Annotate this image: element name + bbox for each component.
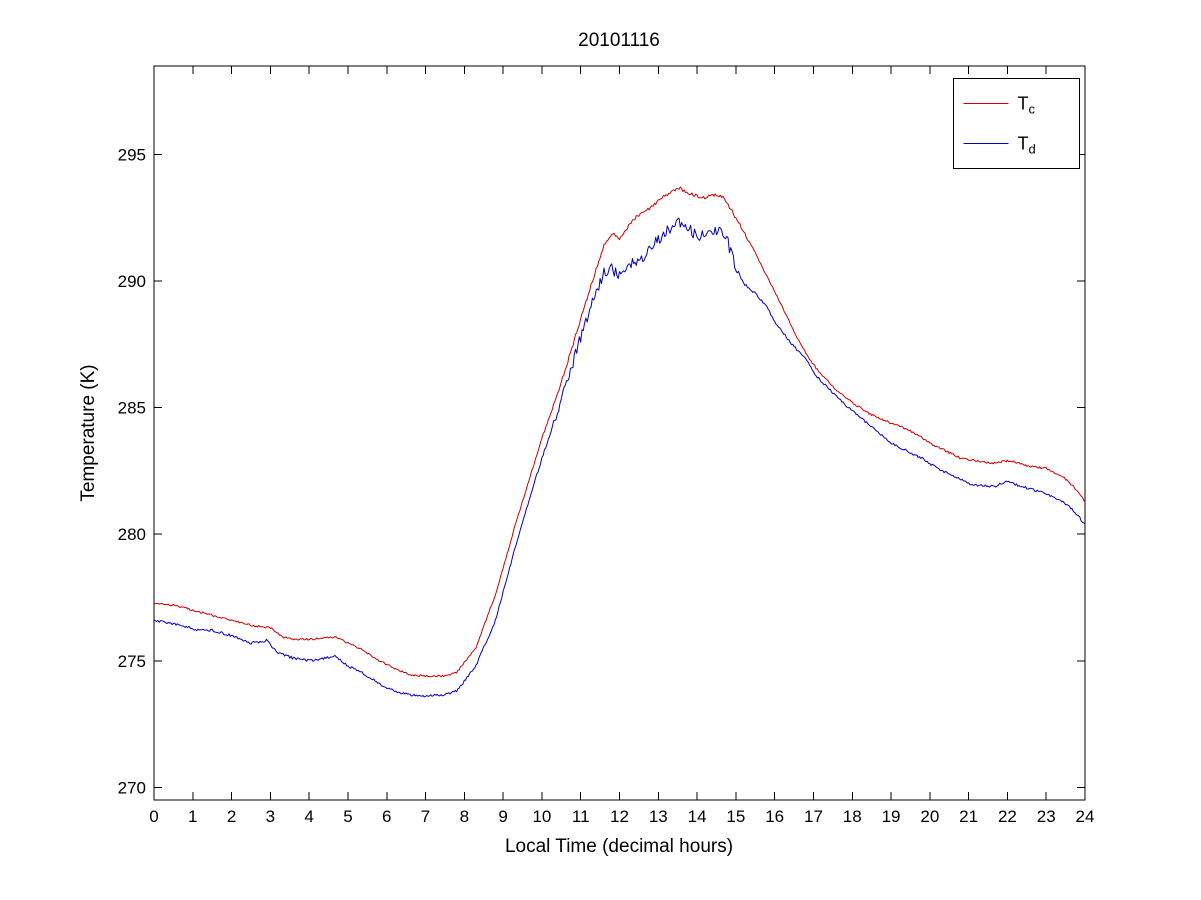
x-tick-label: 9 (498, 807, 507, 826)
axes: 0 1 2 3 4 5 6 7 8 9 10 11 12 13 14 15 16 17 18 19 20 21 22 23 24… (118, 65, 1095, 826)
y-tick-label: 290 (118, 272, 146, 291)
x-tick-label: 20 (920, 807, 939, 826)
chart-title: 20101116 (578, 30, 660, 51)
x-tick-label: 21 (959, 807, 978, 826)
axes-box (153, 65, 1086, 801)
x-tick-label: 4 (304, 807, 313, 826)
y-tick-label: 295 (118, 146, 146, 165)
x-tick-label: 24 (1076, 807, 1095, 826)
x-tick-label: 6 (382, 807, 391, 826)
x-tick-label: 14 (688, 807, 707, 826)
x-tick-label: 17 (804, 807, 823, 826)
x-tick-label: 18 (843, 807, 862, 826)
y-tick-label: 280 (118, 525, 146, 544)
x-tick-label: 8 (460, 807, 469, 826)
x-tick-label: 3 (266, 807, 275, 826)
x-tick-label: 23 (1037, 807, 1056, 826)
x-tick-label: 13 (649, 807, 668, 826)
x-axis-label: Local Time (decimal hours) (505, 836, 733, 857)
legend-label: Tc (1018, 94, 1036, 117)
y-tick-label: 270 (118, 778, 146, 797)
legend: Tc Td (953, 78, 1080, 169)
legend-label: Td (1018, 134, 1036, 157)
legend-box (953, 78, 1080, 169)
x-tick-label: 1 (188, 807, 197, 826)
x-tick-label: 12 (610, 807, 629, 826)
y-axis-label: Temperature (K) (78, 364, 99, 501)
x-tick-label: 10 (532, 807, 551, 826)
y-tick-label: 285 (118, 399, 146, 418)
x-tick-label: 11 (572, 807, 590, 826)
series-Td-line (153, 217, 1086, 698)
x-tick-label: 7 (421, 807, 430, 826)
series (153, 186, 1086, 698)
x-tick-label: 15 (726, 807, 745, 826)
x-tick-label: 2 (227, 807, 236, 826)
x-tick-label: 22 (998, 807, 1017, 826)
x-tick-label: 16 (765, 807, 784, 826)
series-Tc-line (153, 186, 1086, 678)
x-tick-label: 19 (882, 807, 901, 826)
x-tick-label: 5 (343, 807, 352, 826)
y-tick-label: 275 (118, 652, 146, 671)
x-tick-label: 0 (149, 807, 158, 826)
